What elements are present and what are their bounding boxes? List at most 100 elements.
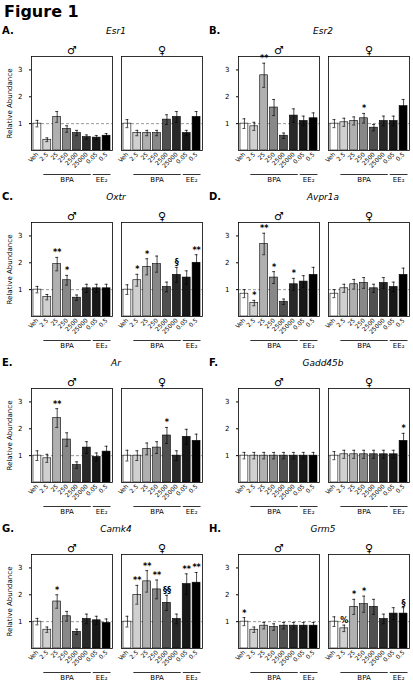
svg-text:EE₂: EE₂ [186, 342, 198, 350]
svg-text:3: 3 [225, 232, 229, 240]
svg-text:0.5: 0.5 [394, 648, 406, 660]
svg-text:BPA: BPA [357, 176, 371, 184]
svg-text:BPA: BPA [357, 674, 371, 682]
svg-text:EE₂: EE₂ [186, 674, 198, 682]
svg-text:EE₂: EE₂ [303, 508, 315, 516]
svg-text:2: 2 [225, 591, 229, 599]
svg-text:2: 2 [225, 259, 229, 267]
svg-text:**: ** [192, 246, 201, 255]
svg-text:*: * [135, 265, 140, 274]
svg-text:**: ** [260, 224, 269, 233]
svg-text:3: 3 [225, 66, 229, 74]
svg-text:♀: ♀ [365, 210, 373, 223]
svg-text:BPA: BPA [357, 342, 371, 350]
svg-text:§: § [402, 599, 406, 608]
svg-text:*: * [292, 269, 297, 278]
svg-text:3: 3 [18, 66, 22, 74]
svg-text:1: 1 [18, 452, 22, 460]
svg-text:2.5: 2.5 [335, 316, 347, 328]
svg-text:2: 2 [18, 93, 22, 101]
svg-text:BPA: BPA [150, 342, 164, 350]
svg-text:2.5: 2.5 [128, 482, 140, 494]
svg-text:♀: ♀ [158, 210, 166, 223]
svg-text:EE₂: EE₂ [96, 674, 108, 682]
svg-text:BPA: BPA [60, 674, 74, 682]
svg-text:3: 3 [18, 398, 22, 406]
svg-text:2.5: 2.5 [128, 316, 140, 328]
svg-text:EE₂: EE₂ [303, 176, 315, 184]
svg-text:0.5: 0.5 [394, 316, 406, 328]
svg-text:*: * [362, 587, 367, 596]
svg-text:2: 2 [225, 425, 229, 433]
svg-text:♀: ♀ [158, 44, 166, 57]
svg-text:2: 2 [18, 591, 22, 599]
svg-text:EE₂: EE₂ [96, 508, 108, 516]
svg-text:EE₂: EE₂ [96, 176, 108, 184]
svg-text:**: ** [183, 565, 192, 574]
svg-text:1: 1 [225, 286, 229, 294]
svg-text:2.5: 2.5 [128, 648, 140, 660]
svg-text:0.5: 0.5 [97, 316, 109, 328]
svg-text:♂: ♂ [274, 376, 284, 389]
svg-text:♂: ♂ [274, 542, 284, 555]
svg-text:**: ** [192, 563, 201, 572]
svg-text:1: 1 [18, 618, 22, 626]
svg-text:0.5: 0.5 [97, 150, 109, 162]
svg-text:BPA: BPA [267, 674, 281, 682]
svg-text:2.5: 2.5 [128, 150, 140, 162]
svg-text:EE₂: EE₂ [186, 508, 198, 516]
svg-text:2.5: 2.5 [245, 150, 257, 162]
svg-text:0.5: 0.5 [394, 482, 406, 494]
svg-text:0.5: 0.5 [97, 482, 109, 494]
svg-text:*: * [401, 424, 406, 433]
svg-text:*: * [252, 291, 257, 300]
svg-text:0.5: 0.5 [97, 648, 109, 660]
svg-text:*: * [352, 590, 357, 599]
svg-text:**: ** [260, 54, 269, 63]
svg-text:2: 2 [18, 425, 22, 433]
svg-text:2.5: 2.5 [38, 482, 50, 494]
svg-text:*: * [272, 263, 277, 272]
svg-text:2.5: 2.5 [335, 648, 347, 660]
svg-text:♂: ♂ [67, 542, 77, 555]
svg-text:Relative Abundance: Relative Abundance [6, 401, 14, 471]
svg-text:*: * [165, 418, 170, 427]
svg-text:0.5: 0.5 [187, 150, 199, 162]
svg-text:♀: ♀ [365, 542, 373, 555]
svg-text:**: ** [143, 562, 152, 571]
svg-text:BPA: BPA [150, 176, 164, 184]
svg-text:♂: ♂ [67, 44, 77, 57]
svg-text:♀: ♀ [158, 376, 166, 389]
svg-text:**: ** [133, 576, 142, 585]
svg-text:1: 1 [225, 452, 229, 460]
svg-text:♂: ♂ [274, 210, 284, 223]
svg-text:%: % [340, 616, 348, 625]
svg-text:3: 3 [225, 398, 229, 406]
svg-text:1: 1 [225, 618, 229, 626]
svg-text:0.5: 0.5 [394, 150, 406, 162]
svg-text:BPA: BPA [267, 342, 281, 350]
svg-text:Relative Abundance: Relative Abundance [6, 235, 14, 305]
svg-text:1: 1 [225, 120, 229, 128]
svg-text:EE₂: EE₂ [303, 674, 315, 682]
svg-text:EE₂: EE₂ [303, 342, 315, 350]
svg-text:2.5: 2.5 [245, 316, 257, 328]
svg-text:EE₂: EE₂ [96, 342, 108, 350]
svg-text:BPA: BPA [60, 508, 74, 516]
svg-text:3: 3 [225, 564, 229, 572]
svg-text:♀: ♀ [365, 44, 373, 57]
svg-text:*: * [145, 250, 150, 259]
svg-text:*: * [55, 586, 60, 595]
svg-text:**: ** [53, 248, 62, 257]
svg-text:♀: ♀ [365, 376, 373, 389]
svg-text:Relative Abundance: Relative Abundance [6, 567, 14, 637]
svg-text:BPA: BPA [150, 674, 164, 682]
svg-text:BPA: BPA [357, 508, 371, 516]
svg-text:**: ** [53, 400, 62, 409]
svg-text:*: * [362, 104, 367, 113]
svg-text:0.5: 0.5 [304, 648, 316, 660]
svg-text:2.5: 2.5 [335, 150, 347, 162]
svg-text:EE₂: EE₂ [186, 176, 198, 184]
svg-text:*: * [242, 609, 247, 618]
svg-text:2.5: 2.5 [245, 482, 257, 494]
